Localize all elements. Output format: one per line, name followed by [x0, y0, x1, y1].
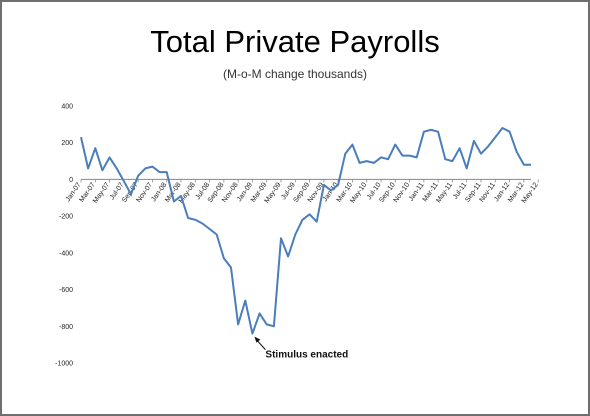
annotation-layer: Stimulus enacted — [254, 336, 348, 361]
chart-title: Total Private Payrolls — [150, 24, 440, 59]
y-tick-label: -200 — [59, 214, 73, 221]
y-tick-label: 0 — [69, 177, 73, 184]
series-layer — [80, 127, 531, 335]
y-tick-label: 400 — [61, 104, 73, 111]
annotation-arrowhead — [254, 336, 261, 343]
y-tick-label: -400 — [59, 250, 73, 257]
y-tick-label: -800 — [59, 324, 73, 331]
chart-subtitle: (M-o-M change thousands) — [222, 67, 368, 81]
annotation-label: Stimulus enacted — [265, 350, 348, 361]
y-tick-label: 200 — [61, 140, 73, 147]
y-tick-label: -1000 — [55, 361, 73, 368]
series-line — [80, 127, 531, 335]
y-axis: 400 200 0 -200 -400 -600 -800 -1000 — [55, 104, 73, 368]
y-tick-label: -600 — [59, 287, 73, 294]
